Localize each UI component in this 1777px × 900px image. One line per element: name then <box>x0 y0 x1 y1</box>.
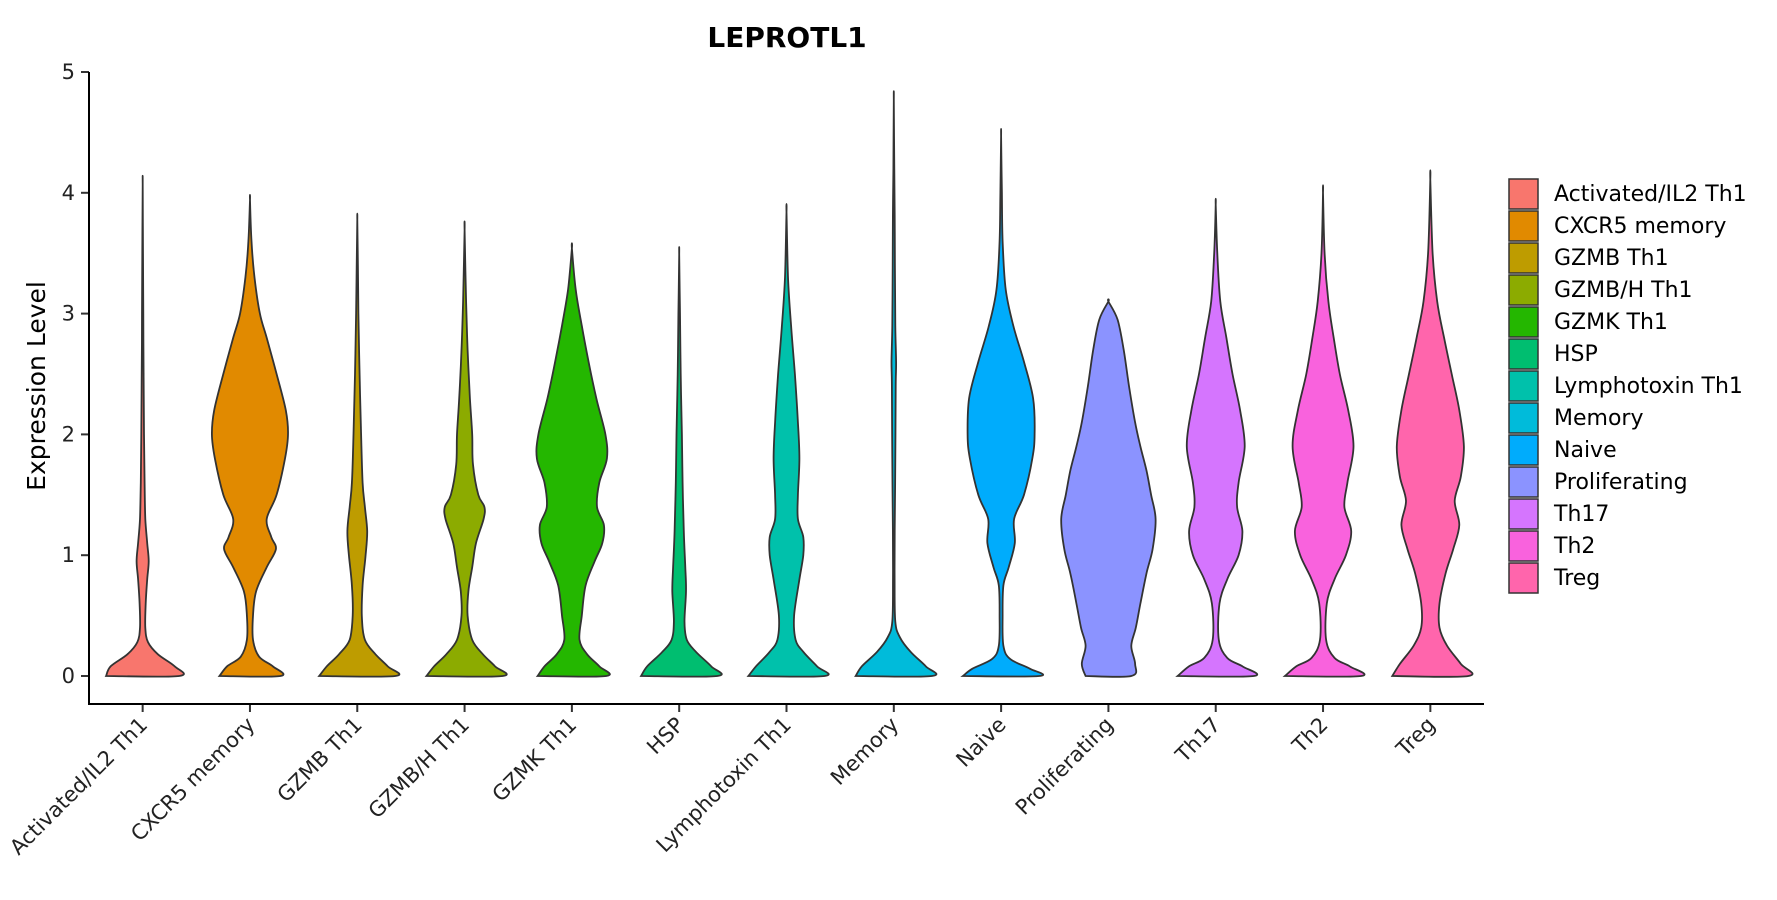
y-tick-label: 1 <box>62 543 75 567</box>
violin-group <box>104 90 1474 678</box>
x-tick-label: GZMB/H Th1 <box>364 713 474 823</box>
y-tick-label: 5 <box>62 60 75 84</box>
legend-key <box>1508 402 1539 434</box>
legend-key <box>1508 434 1539 466</box>
legend-key <box>1508 242 1539 274</box>
chart-title: LEPROTL1 <box>707 21 866 54</box>
legend-key <box>1508 530 1539 562</box>
x-tick-label: Treg <box>1391 713 1440 762</box>
legend-key <box>1508 210 1539 242</box>
violin-th17 <box>1175 197 1259 678</box>
violin-memory <box>854 90 938 678</box>
y-axis-ticks: 0 1 2 3 4 5 <box>62 60 89 688</box>
legend-key <box>1508 274 1539 306</box>
x-tick-label: Memory <box>826 713 903 790</box>
y-tick-label: 3 <box>62 302 75 326</box>
legend-key <box>1508 306 1539 338</box>
violin-hsp <box>639 246 723 678</box>
legend-label: Th2 <box>1553 534 1595 559</box>
y-tick-label: 4 <box>62 181 75 205</box>
legend-label: Memory <box>1554 406 1643 431</box>
violin-cxcr5-memory <box>210 193 289 678</box>
x-tick-label: Th2 <box>1287 713 1333 759</box>
legend-label: HSP <box>1554 342 1598 367</box>
x-tick-label: Naive <box>951 713 1010 772</box>
x-tick-label: HSP <box>642 713 689 760</box>
violin-th2 <box>1282 184 1366 678</box>
x-tick-label: Activated/IL2 Th1 <box>5 713 152 860</box>
legend-label: GZMK Th1 <box>1554 310 1668 335</box>
violin-naive <box>960 128 1045 678</box>
legend-key <box>1508 370 1539 402</box>
legend-key <box>1508 562 1539 594</box>
legend-key <box>1508 466 1539 498</box>
x-tick-label: Proliferating <box>1011 713 1118 820</box>
violin-gzmb-h-th1 <box>424 220 508 678</box>
violin-gzmb-th1 <box>317 212 401 678</box>
legend-label: GZMB/H Th1 <box>1554 278 1693 303</box>
violin-activated-il2-th1 <box>104 174 185 678</box>
legend: Activated/IL2 Th1 CXCR5 memory GZMB Th1 GZM… <box>1508 178 1747 594</box>
legend-label: Th17 <box>1553 502 1609 527</box>
legend-key <box>1508 338 1539 370</box>
legend-label: CXCR5 memory <box>1554 214 1726 239</box>
legend-key <box>1508 178 1539 210</box>
x-tick-label: GZMB Th1 <box>273 713 367 807</box>
violin-proliferating <box>1060 298 1157 678</box>
x-tick-label: Th17 <box>1170 713 1225 768</box>
y-tick-label: 0 <box>62 664 75 688</box>
violin-treg <box>1390 169 1474 678</box>
legend-label: Activated/IL2 Th1 <box>1554 182 1747 207</box>
y-tick-label: 2 <box>62 422 75 446</box>
legend-label: Naive <box>1554 438 1617 463</box>
legend-label: Lymphotoxin Th1 <box>1554 374 1743 399</box>
legend-key <box>1508 498 1539 530</box>
violin-lymphotoxin-th1 <box>746 203 830 678</box>
violin-gzmk-th1 <box>535 242 611 678</box>
legend-label: Treg <box>1553 566 1600 591</box>
legend-label: GZMB Th1 <box>1554 246 1669 271</box>
legend-label: Proliferating <box>1554 470 1688 495</box>
x-tick-label: GZMK Th1 <box>488 713 582 807</box>
y-axis-title: Expression Level <box>22 281 51 491</box>
